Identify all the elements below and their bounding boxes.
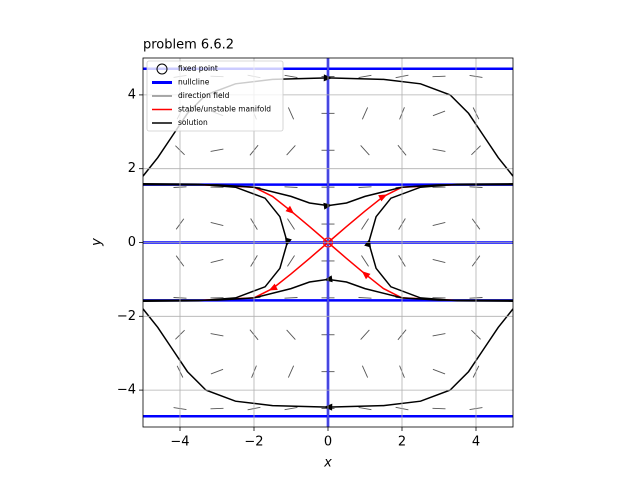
x-tick-label: −2 xyxy=(244,435,263,450)
manifold-arrow xyxy=(268,283,278,291)
legend-label: fixed point xyxy=(178,64,218,73)
direction-segment xyxy=(284,297,298,299)
y-tick-label: 4 xyxy=(128,87,136,102)
y-tick-label: 0 xyxy=(128,235,136,250)
legend: fixed point nullcline direction field stabl… xyxy=(146,60,284,132)
direction-segment xyxy=(358,297,372,299)
legend-marker xyxy=(156,63,168,75)
x-tick-label: 0 xyxy=(324,435,332,450)
direction-segment xyxy=(284,406,298,411)
direction-segment xyxy=(361,365,369,378)
x-tick-label: −4 xyxy=(170,435,189,450)
direction-segment xyxy=(432,258,446,263)
direction-segment xyxy=(361,107,369,120)
manifold-arrow xyxy=(378,194,388,202)
legend-label: stable/unstable manifold xyxy=(178,105,271,114)
manifold-arrow xyxy=(361,271,371,280)
direction-segment xyxy=(358,74,372,79)
direction-segment xyxy=(432,222,446,227)
x-axis-label: x xyxy=(323,456,332,471)
legend-box xyxy=(146,60,284,132)
y-tick-label: −4 xyxy=(117,383,136,398)
direction-segment xyxy=(284,186,298,188)
solution-arrow xyxy=(364,238,371,248)
direction-segment xyxy=(287,365,295,378)
direction-segment xyxy=(358,186,372,188)
direction-segment xyxy=(360,329,370,340)
direction-segment xyxy=(287,107,295,120)
direction-segment xyxy=(287,255,295,267)
y-tick-label: 2 xyxy=(128,161,136,176)
x-tick-label: 4 xyxy=(472,435,480,450)
direction-segment xyxy=(361,255,369,267)
manifold-arrow xyxy=(285,205,295,214)
legend-label: solution xyxy=(178,118,208,127)
direction-segment xyxy=(432,333,446,337)
direction-segment xyxy=(210,148,224,152)
direction-segment xyxy=(286,329,296,340)
x-tick-label: 2 xyxy=(398,435,406,450)
direction-segment xyxy=(210,222,224,227)
direction-segment xyxy=(361,218,369,230)
legend-label: direction field xyxy=(178,91,230,100)
direction-segment xyxy=(358,406,372,411)
y-tick-label: −2 xyxy=(117,309,136,324)
direction-segment xyxy=(210,368,224,375)
y-axis-label: y xyxy=(90,238,105,247)
axes-frame xyxy=(142,57,514,428)
direction-segment xyxy=(286,145,296,156)
direction-segment xyxy=(287,218,295,230)
direction-segment xyxy=(360,145,370,156)
legend-label: nullcline xyxy=(178,78,210,87)
direction-segment xyxy=(284,74,298,79)
direction-segment xyxy=(432,368,446,375)
chart-title: problem 6.6.2 xyxy=(143,38,234,53)
solution-arrow xyxy=(285,237,292,247)
direction-segment xyxy=(432,110,446,117)
direction-segment xyxy=(210,333,224,337)
direction-segment xyxy=(210,258,224,263)
direction-segment xyxy=(432,148,446,152)
